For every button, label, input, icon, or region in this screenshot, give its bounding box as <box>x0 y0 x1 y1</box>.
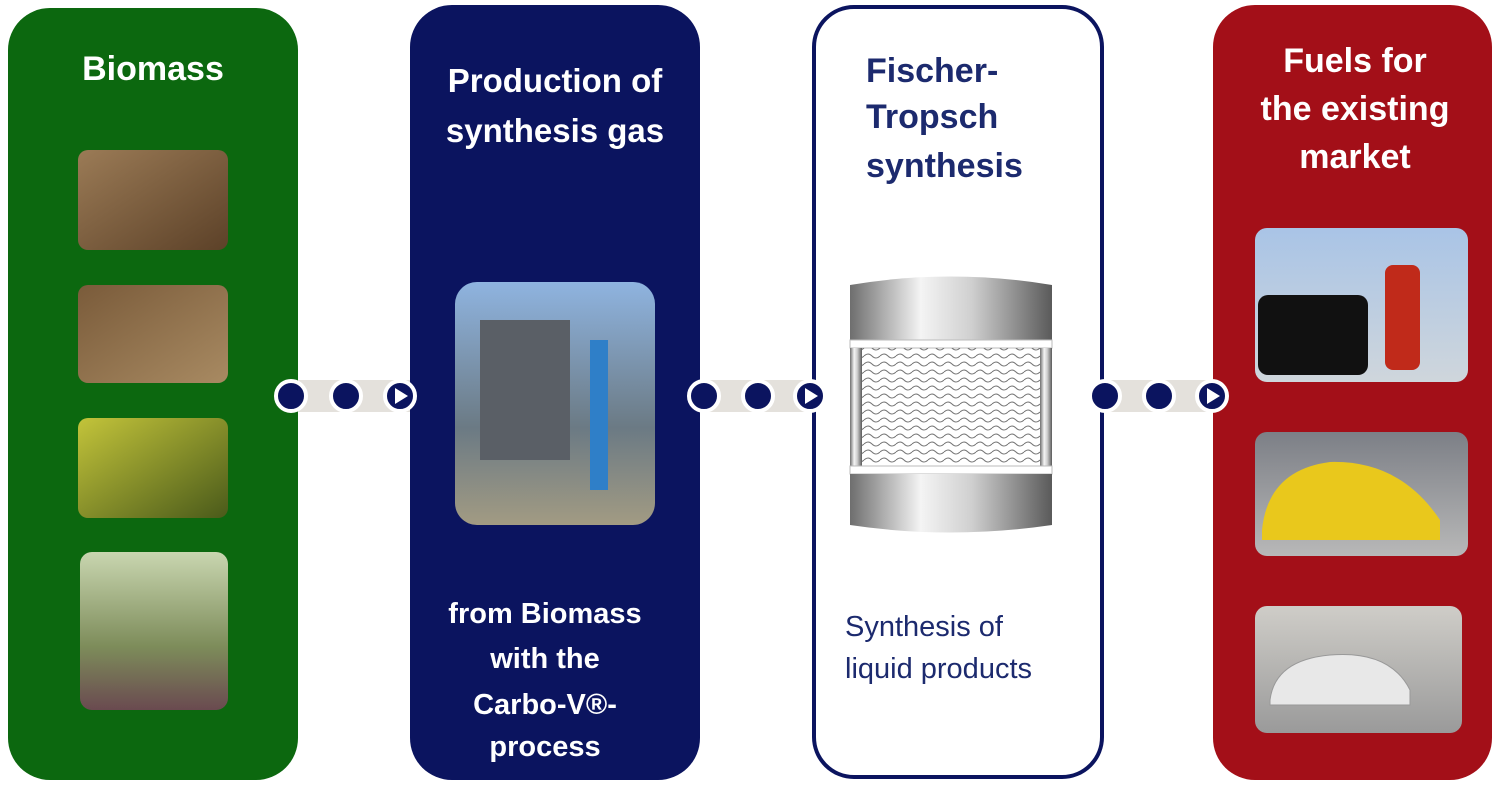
photo-detail <box>480 320 570 460</box>
panel-caption: liquid products <box>845 653 1032 685</box>
diagram: Biomass Production of synthesis gas from… <box>0 0 1499 785</box>
photo-detail <box>1385 265 1420 370</box>
photo-grass <box>80 552 228 710</box>
panel-caption: process <box>489 731 600 763</box>
panel-title: Production of <box>448 62 663 99</box>
panel-title: Fischer- <box>866 52 998 90</box>
photo-detail <box>590 340 608 490</box>
photo-detail <box>1258 295 1368 375</box>
panel-caption: from Biomass <box>448 598 641 630</box>
photo-straw <box>78 285 228 383</box>
panel-title: market <box>1299 138 1411 176</box>
panel-title: synthesis gas <box>446 112 664 149</box>
panel-title: synthesis <box>866 147 1023 185</box>
panel-title: Tropsch <box>866 98 998 136</box>
panel-title: Biomass <box>82 50 224 88</box>
connector <box>1090 381 1227 411</box>
panel-caption: with the <box>489 643 600 675</box>
connector <box>689 381 825 411</box>
connector <box>276 381 415 411</box>
page: Biomass Production of synthesis gas from… <box>0 0 1499 785</box>
reactor <box>850 277 1052 533</box>
photo-wood <box>78 150 228 250</box>
panel-caption: Synthesis of <box>845 611 1004 643</box>
panel-title: the existing <box>1261 90 1450 128</box>
panel-title: Fuels for <box>1283 42 1427 80</box>
panel-caption: Carbo-V®- <box>473 689 617 721</box>
photo-leaves <box>78 418 228 518</box>
